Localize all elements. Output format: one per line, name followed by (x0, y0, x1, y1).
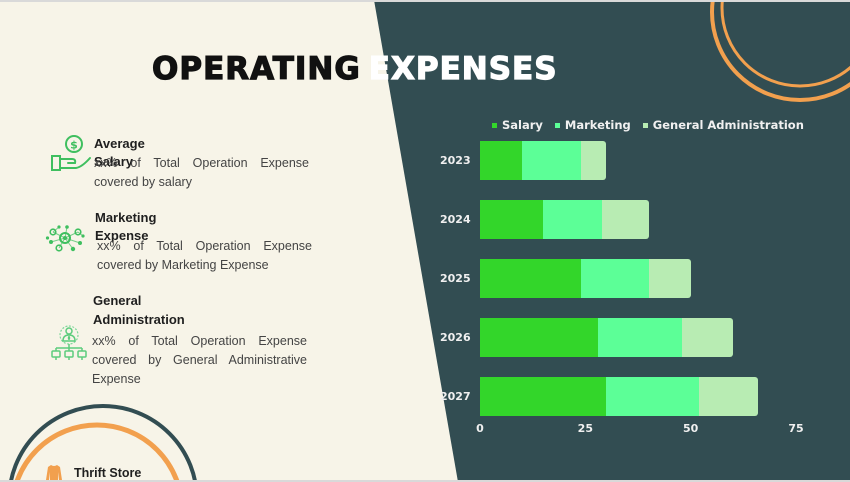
brand-name: Thrift Store (74, 466, 142, 480)
legend-swatch-icon (492, 122, 497, 128)
y-axis-label: 2026 (440, 331, 471, 344)
title-word-expenses: EXPENSES (368, 50, 558, 87)
item-heading-line2: Administration (93, 312, 185, 327)
legend-item-general-administration[interactable]: General Administration (642, 118, 804, 132)
legend-item-marketing[interactable]: Marketing (554, 118, 631, 132)
bar-2025[interactable] (480, 259, 691, 298)
item-heading: Marketing Expense (95, 210, 157, 243)
x-axis-tick-label: 0 (476, 422, 484, 435)
bar-2023[interactable] (480, 141, 607, 180)
bottom-border (0, 480, 850, 482)
bar-2026[interactable] (480, 318, 733, 357)
top-border (0, 0, 850, 2)
x-axis-tick-label: 25 (577, 422, 593, 435)
sweater-icon (46, 465, 62, 482)
bar-segment-marketing[interactable] (522, 141, 582, 180)
y-axis-label: 2024 (440, 213, 471, 226)
legend-swatch-icon (642, 122, 648, 128)
bar-segment-salary[interactable] (480, 259, 582, 298)
bar-segment-general-administration[interactable] (682, 318, 733, 357)
y-axis-label: 2023 (440, 154, 471, 167)
title-word-operating: OPERATING (151, 50, 361, 87)
bar-segment-salary[interactable] (480, 377, 607, 416)
bar-2024[interactable] (480, 200, 649, 239)
y-axis-label: 2027 (440, 390, 471, 403)
bar-2027[interactable] (480, 377, 759, 416)
item-body: xx% of Total Operation Expense covered b… (97, 239, 312, 272)
brand: Thrift Store (46, 464, 141, 482)
bar-segment-general-administration[interactable] (602, 200, 649, 239)
bar-segment-general-administration[interactable] (699, 377, 759, 416)
legend-item-salary[interactable]: Salary (492, 118, 543, 132)
item-body: xx% of Total Operation Expense covered b… (94, 156, 309, 189)
svg-text:$: $ (70, 139, 78, 152)
bar-segment-marketing[interactable] (606, 377, 700, 416)
y-axis-label: 2025 (440, 272, 471, 285)
legend-swatch-icon (554, 122, 560, 128)
salary-hand-dollar-icon: $ (51, 135, 91, 171)
bar-segment-general-administration[interactable] (581, 141, 607, 180)
x-axis-tick-label: 50 (683, 422, 699, 435)
x-axis-tick-label: 75 (788, 422, 804, 435)
chart-legend: Salary Marketing General Administration (492, 118, 804, 132)
bar-segment-salary[interactable] (480, 141, 523, 180)
bar-segment-salary[interactable] (480, 318, 598, 357)
bar-segment-marketing[interactable] (543, 200, 603, 239)
bar-segment-salary[interactable] (480, 200, 544, 239)
bar-segment-marketing[interactable] (581, 259, 649, 298)
item-heading: Average Salary (94, 136, 145, 169)
bar-segment-general-administration[interactable] (648, 259, 691, 298)
page-title: OPERATING EXPENSES (151, 49, 558, 89)
item-body: xx% of Total Operation Expense covered b… (92, 334, 307, 386)
network-marketing-icon (45, 225, 85, 252)
bar-segment-marketing[interactable] (597, 318, 683, 357)
item-heading-line1: General (93, 293, 142, 308)
org-chart-admin-icon (51, 325, 87, 360)
